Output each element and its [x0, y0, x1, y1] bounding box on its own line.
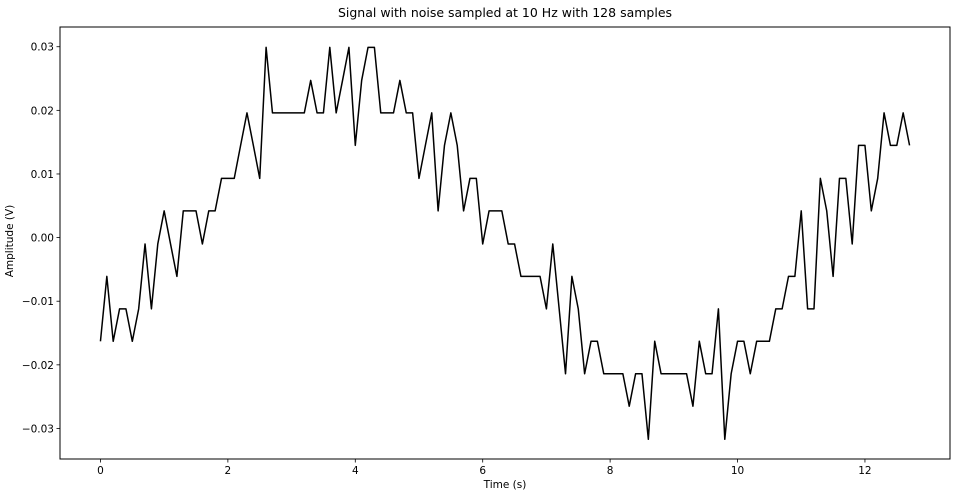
- x-axis: 0 2 4 6 8 10 12: [97, 459, 872, 477]
- y-tick-label: −0.03: [22, 423, 54, 435]
- x-tick-label: 8: [607, 465, 614, 477]
- chart-title: Signal with noise sampled at 10 Hz with …: [338, 5, 672, 20]
- y-axis-label: Amplitude (V): [4, 205, 16, 278]
- x-tick-label: 4: [352, 465, 359, 477]
- y-tick-label: −0.02: [22, 360, 54, 372]
- axes-frame: [59, 26, 951, 460]
- x-tick-label: 0: [97, 465, 104, 477]
- y-tick-label: 0.00: [31, 233, 54, 245]
- x-tick-label: 2: [225, 465, 232, 477]
- y-axis: −0.03 −0.02 −0.01 0.00 0.01 0.02 0.03: [22, 42, 60, 435]
- x-tick-label: 12: [858, 465, 871, 477]
- y-tick-label: 0.02: [31, 105, 54, 117]
- y-tick-label: 0.03: [31, 42, 54, 54]
- y-tick-label: −0.01: [22, 296, 54, 308]
- plot-area: [99, 46, 911, 441]
- y-tick-label: 0.01: [31, 169, 54, 181]
- signal-line: [99, 46, 911, 441]
- x-axis-label: Time (s): [483, 479, 527, 491]
- x-tick-label: 10: [731, 465, 744, 477]
- x-tick-label: 6: [479, 465, 486, 477]
